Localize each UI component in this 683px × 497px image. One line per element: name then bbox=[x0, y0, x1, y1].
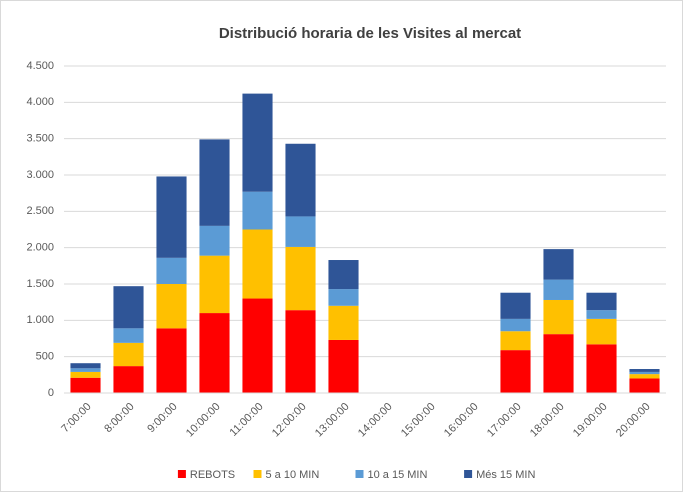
y-tick-label: 4.500 bbox=[26, 60, 54, 72]
y-tick-label: 2.000 bbox=[26, 242, 54, 254]
legend-label: Més 15 MIN bbox=[476, 469, 535, 481]
bar-segment bbox=[543, 334, 574, 393]
bar-segment bbox=[629, 378, 660, 393]
bar-segment bbox=[543, 249, 574, 280]
bar-segment bbox=[156, 284, 187, 329]
bar-segment bbox=[70, 363, 101, 369]
y-tick-label: 3.000 bbox=[26, 169, 54, 181]
bar-segment bbox=[328, 305, 359, 340]
bar-segment bbox=[285, 216, 316, 247]
bar-segment bbox=[586, 292, 617, 311]
bar-segment bbox=[285, 310, 316, 393]
legend-label: 10 a 15 MIN bbox=[368, 469, 428, 481]
bar-segment bbox=[285, 143, 316, 217]
bar-segment bbox=[500, 318, 531, 332]
bar-segment bbox=[70, 377, 101, 393]
bar-segment bbox=[543, 299, 574, 335]
bar-segment bbox=[629, 369, 660, 372]
bar-segment bbox=[113, 286, 144, 329]
bar-segment bbox=[328, 260, 359, 290]
bar-segment bbox=[199, 255, 230, 314]
bar-segment bbox=[156, 176, 187, 258]
bar-segment bbox=[242, 298, 273, 393]
bar-segment bbox=[156, 257, 187, 284]
bar-segment bbox=[629, 374, 660, 379]
bar-segment bbox=[156, 328, 187, 393]
bar-segment bbox=[70, 371, 101, 378]
y-tick-label: 1.500 bbox=[26, 278, 54, 290]
bar-segment bbox=[586, 318, 617, 345]
legend-swatch bbox=[177, 470, 186, 478]
bar-segment bbox=[500, 350, 531, 393]
bar-segment bbox=[70, 368, 101, 372]
bar-segment bbox=[113, 366, 144, 393]
bar-segment bbox=[199, 225, 230, 256]
bar-segment bbox=[242, 229, 273, 299]
bar-segment bbox=[199, 313, 230, 393]
bar-segment bbox=[500, 331, 531, 351]
y-tick-label: 500 bbox=[36, 351, 54, 363]
legend-swatch bbox=[464, 470, 473, 478]
bar-segment bbox=[113, 328, 144, 343]
y-tick-label: 4.000 bbox=[26, 96, 54, 108]
bar-segment bbox=[586, 310, 617, 319]
y-tick-label: 1.000 bbox=[26, 314, 54, 326]
y-tick-label: 0 bbox=[48, 387, 54, 399]
y-tick-label: 2.500 bbox=[26, 205, 54, 217]
bar-segment bbox=[586, 344, 617, 393]
bar-segment bbox=[242, 191, 273, 230]
bar-segment bbox=[543, 279, 574, 300]
legend-swatch bbox=[355, 470, 364, 478]
bar-segment bbox=[500, 292, 531, 319]
bar-segment bbox=[285, 246, 316, 311]
legend-label: REBOTS bbox=[190, 469, 235, 481]
bar-segment bbox=[242, 93, 273, 192]
legend-label: 5 a 10 MIN bbox=[266, 469, 320, 481]
legend-swatch bbox=[253, 470, 262, 478]
bar-segment bbox=[113, 342, 144, 367]
bar-segment bbox=[328, 339, 359, 393]
chart-title: Distribució horaria de les Visites al me… bbox=[219, 25, 521, 42]
bar-segment bbox=[199, 139, 230, 226]
y-tick-label: 3.500 bbox=[26, 133, 54, 145]
bar-segment bbox=[629, 371, 660, 375]
bar-segment bbox=[328, 289, 359, 306]
